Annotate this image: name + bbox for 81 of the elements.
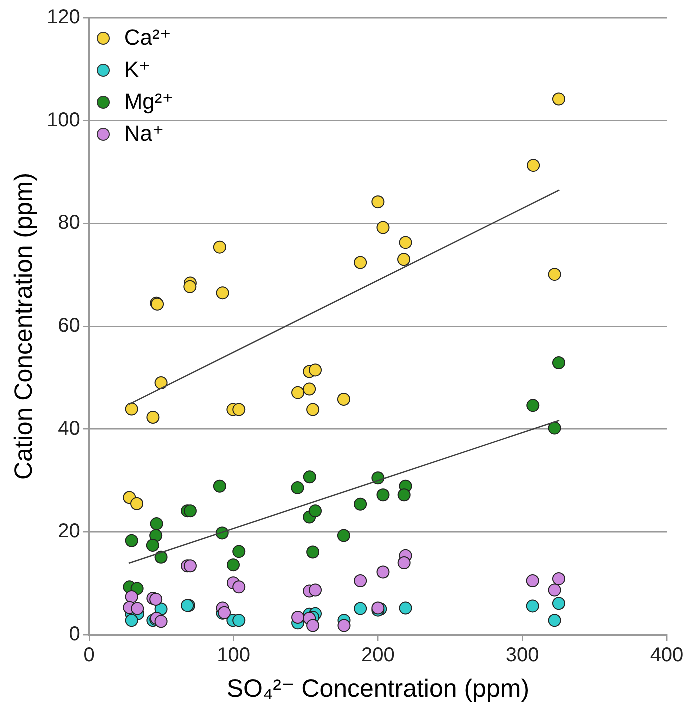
- y-tick-label: 60: [58, 315, 80, 338]
- point: [150, 517, 164, 530]
- point: [376, 221, 390, 234]
- point: [548, 614, 562, 628]
- y-tick-label: 80: [58, 212, 80, 234]
- x-tick-label: 400: [650, 644, 684, 667]
- point: [184, 280, 197, 294]
- y-tick-label: 120: [46, 6, 80, 29]
- point: [154, 550, 168, 564]
- point: [303, 382, 316, 396]
- point: [125, 534, 138, 548]
- point: [130, 497, 144, 510]
- point: [303, 470, 316, 484]
- point: [150, 593, 163, 606]
- point: [306, 546, 320, 559]
- point: [154, 376, 168, 390]
- point: [354, 256, 368, 270]
- point: [216, 286, 230, 300]
- legend-label: K⁺: [124, 56, 151, 84]
- point: [291, 481, 304, 494]
- point: [306, 403, 320, 416]
- point: [146, 411, 160, 424]
- point: [292, 386, 305, 400]
- point: [527, 159, 540, 172]
- point: [184, 560, 197, 573]
- point: [154, 615, 168, 628]
- point: [309, 584, 322, 597]
- point: [337, 393, 350, 406]
- point: [398, 488, 411, 502]
- point: [213, 480, 226, 493]
- point: [131, 602, 144, 616]
- point: [548, 584, 562, 597]
- point: [213, 240, 226, 254]
- point: [552, 92, 566, 106]
- x-tick-label: 100: [217, 644, 250, 667]
- point: [354, 602, 368, 616]
- point: [184, 504, 197, 518]
- point: [309, 504, 322, 518]
- point: [548, 268, 562, 282]
- point: [372, 196, 385, 209]
- point: [399, 236, 412, 250]
- point: [337, 529, 350, 542]
- point: [354, 498, 368, 511]
- y-tick-label: 20: [58, 520, 80, 543]
- point: [526, 574, 540, 588]
- y-tick-label: 0: [69, 624, 80, 646]
- point: [232, 403, 246, 416]
- legend-label: Na⁺: [124, 120, 164, 148]
- point: [399, 602, 412, 615]
- y-tick-label: 40: [58, 418, 80, 440]
- point: [306, 619, 320, 632]
- point: [292, 611, 305, 624]
- point: [548, 422, 562, 435]
- point: [526, 399, 540, 412]
- point: [232, 580, 246, 594]
- x-tick-label: 0: [84, 644, 95, 667]
- point: [552, 356, 566, 370]
- legend-label: Ca²⁺: [124, 24, 172, 52]
- point: [125, 614, 138, 628]
- point: [338, 619, 351, 632]
- point: [232, 545, 246, 558]
- legend-label: Mg²⁺: [124, 88, 174, 116]
- point: [226, 558, 240, 572]
- point: [309, 364, 322, 377]
- point: [354, 574, 368, 588]
- point: [125, 590, 138, 604]
- point: [398, 253, 411, 266]
- x-axis-title: SO₄²⁻ Concentration (ppm): [226, 674, 530, 703]
- point: [398, 556, 411, 570]
- y-tick-label: 100: [46, 109, 80, 132]
- point: [125, 402, 138, 416]
- x-tick-label: 300: [506, 644, 540, 667]
- point: [526, 600, 540, 613]
- point: [376, 488, 390, 502]
- point: [552, 597, 566, 610]
- y-axis-title: Cation Concentration (ppm): [10, 172, 38, 480]
- point: [552, 572, 566, 586]
- point: [232, 614, 246, 628]
- point: [376, 566, 390, 579]
- x-tick-label: 200: [361, 644, 395, 667]
- point: [146, 539, 160, 552]
